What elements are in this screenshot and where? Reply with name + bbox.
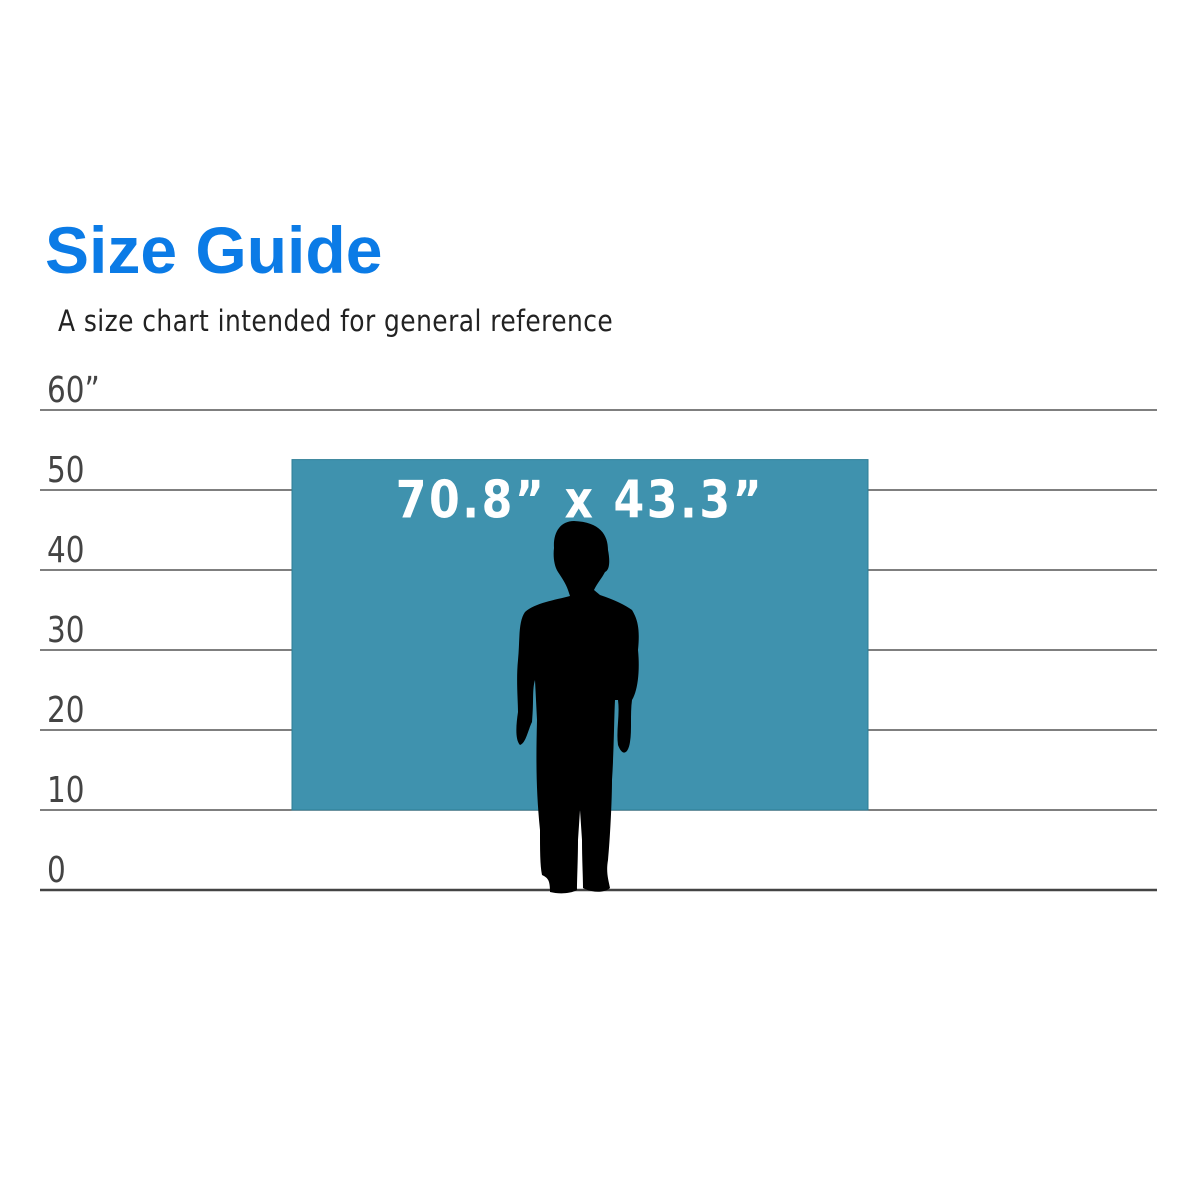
page-title: Size Guide: [45, 213, 383, 287]
y-tick-label: 10: [47, 768, 85, 811]
page-subtitle: A size chart intended for general refere…: [58, 304, 614, 338]
y-tick-label: 30: [47, 608, 85, 651]
y-tick-label: 60”: [47, 368, 100, 411]
y-tick-label: 20: [47, 688, 85, 731]
y-tick-label: 0: [47, 848, 66, 891]
child-silhouette-icon: [516, 521, 639, 894]
y-tick-label: 50: [47, 448, 85, 491]
product-dimensions-label: 70.8” x 43.3”: [396, 470, 765, 530]
y-tick-label: 40: [47, 528, 85, 571]
